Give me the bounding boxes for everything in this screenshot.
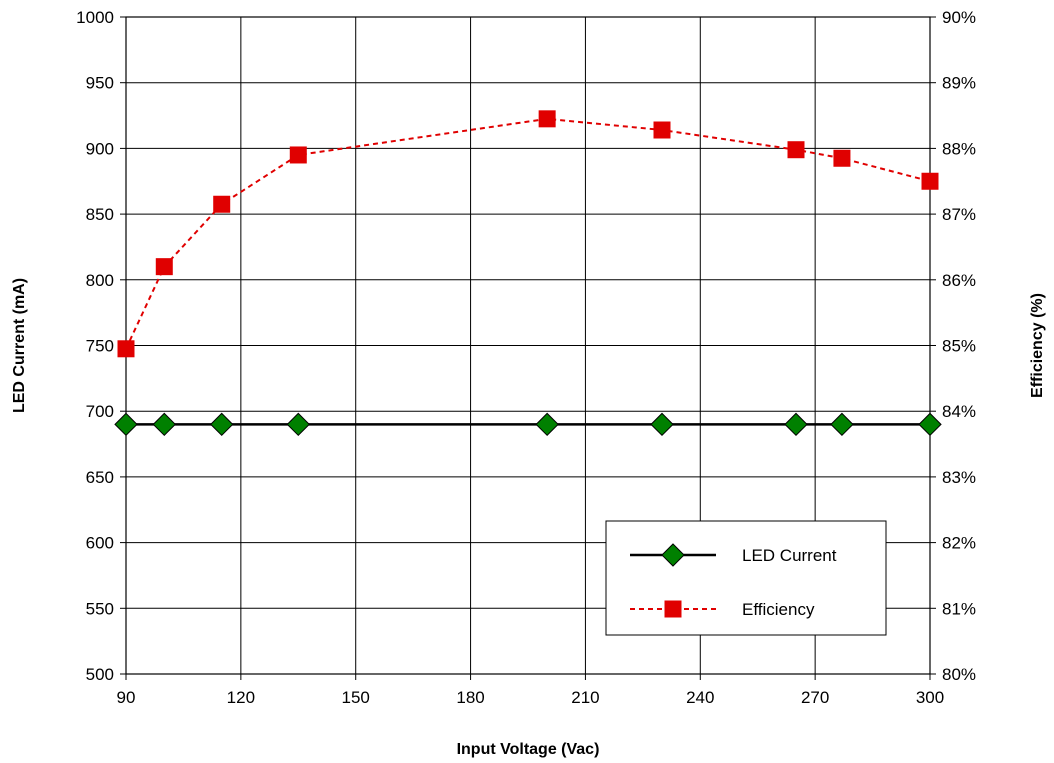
data-point [114,412,138,437]
y-tick-label: 650 [86,468,114,487]
data-point [653,121,671,139]
data-point [650,412,674,437]
y2-tick-label: 84% [942,402,976,421]
data-point [286,412,310,437]
legend-marker [661,543,685,567]
y-tick-label: 550 [86,599,114,618]
y-tick-label: 500 [86,665,114,684]
legend-marker [664,600,682,618]
data-point [784,412,808,437]
y2-axis-title: Efficiency (%) [1029,293,1046,398]
y2-tick-label: 89% [942,74,976,93]
x-tick-label: 90 [117,688,136,707]
data-point [289,146,307,164]
y2-tick-label: 83% [942,468,976,487]
y-tick-label: 850 [86,205,114,224]
data-point [117,340,135,358]
data-point [155,258,173,276]
legend: LED Current Efficiency [605,520,887,636]
x-axis-title: Input Voltage (Vac) [457,741,600,758]
series-led-current [114,412,942,437]
y-tick-label: 750 [86,337,114,356]
y-tick-label: 900 [86,139,114,158]
y2-tick-label: 88% [942,139,976,158]
y-axis-ticks: 500 550 600 650 700 750 800 850 900 950 1000 [76,8,126,684]
y2-tick-label: 90% [942,8,976,27]
data-point [787,141,805,159]
data-point [538,110,556,128]
y2-axis-ticks: 80% 81% 82% 83% 84% 85% 86% 87% 88% 89% 90% [930,8,976,684]
grid [125,16,931,675]
y-tick-label: 950 [86,74,114,93]
y-tick-label: 1000 [76,8,114,27]
y-tick-label: 600 [86,534,114,553]
x-tick-label: 150 [342,688,370,707]
y2-tick-label: 85% [942,337,976,356]
data-point [918,412,942,437]
y-axis-title: LED Current (mA) [11,278,28,413]
y2-tick-label: 81% [942,599,976,618]
series-layer [114,110,942,437]
legend-label: Efficiency [742,600,815,619]
x-tick-label: 210 [571,688,599,707]
data-point [152,412,176,437]
x-tick-label: 180 [456,688,484,707]
series-line [125,117,931,350]
y2-tick-label: 80% [942,665,976,684]
data-point [830,412,854,437]
series-efficiency [117,110,939,358]
y2-tick-label: 86% [942,271,976,290]
data-point [213,195,231,213]
x-tick-label: 300 [916,688,944,707]
x-tick-label: 270 [801,688,829,707]
data-point [833,149,851,167]
data-point [535,412,559,437]
y2-tick-label: 87% [942,205,976,224]
legend-label: LED Current [742,546,837,565]
legend-box [605,520,887,636]
legend-items: LED Current Efficiency [630,543,837,619]
y2-tick-label: 82% [942,534,976,553]
y-tick-label: 700 [86,402,114,421]
data-point [210,412,234,437]
y-tick-label: 800 [86,271,114,290]
x-tick-label: 240 [686,688,714,707]
data-point [921,172,939,190]
x-tick-label: 120 [227,688,255,707]
x-axis-ticks: 90 120 150 180 210 240 270 300 [117,674,944,707]
